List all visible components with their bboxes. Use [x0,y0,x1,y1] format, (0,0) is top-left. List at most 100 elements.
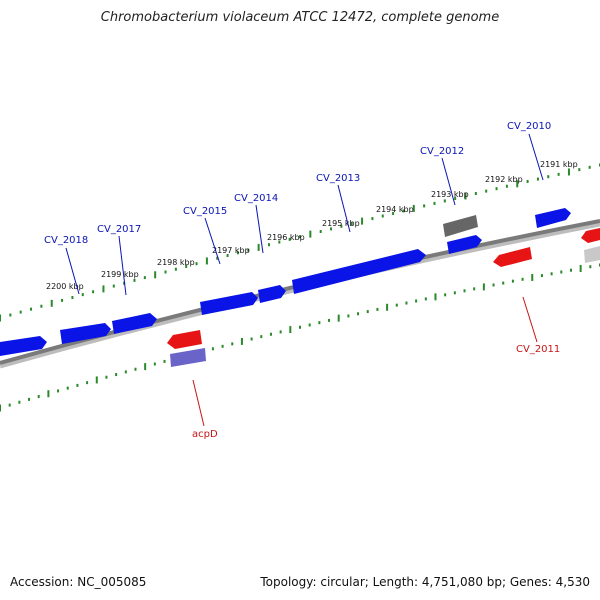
forward-track-minor-tick [578,168,581,172]
forward-track-minor-tick [495,187,498,191]
reverse-track-major-tick [95,376,98,384]
kbp-tick-label: 2197 kbp [212,246,250,255]
reverse-track-minor-tick [347,314,350,318]
forward-track-minor-tick [402,209,405,213]
reverse-track-minor-tick [260,335,263,339]
forward-track-minor-tick [226,253,229,257]
forward-gene-label[interactable]: CV_2013 [316,173,360,184]
gene-arrow-cv-2011[interactable] [493,247,532,267]
reverse-track-minor-tick [8,403,11,407]
forward-track-minor-tick [174,267,177,271]
gene-arrow-acpd-partner[interactable] [167,330,202,349]
reverse-track-minor-tick [415,299,418,303]
forward-leader-line [65,247,80,295]
reverse-track-minor-tick [279,330,282,334]
forward-leader-line [204,217,221,265]
reverse-track-major-tick [144,363,147,371]
gene-block-acpd[interactable] [170,348,206,367]
forward-track-major-tick [567,168,570,176]
reverse-track-major-tick [47,390,50,398]
reverse-track-minor-tick [318,321,321,325]
reverse-track-major-tick [240,337,243,345]
forward-track-minor-tick [112,284,115,288]
reverse-gene-label[interactable]: acpD [192,429,218,440]
gene-label-leaders [65,133,544,427]
kbp-tick-label: 2194 kbp [376,205,414,214]
gene-arrow-cv-2014[interactable] [258,285,286,303]
forward-track-minor-tick [216,256,219,260]
reverse-track-minor-tick [308,323,311,327]
reverse-track-major-tick [0,404,1,412]
forward-track-minor-tick [330,227,333,231]
gene-arrow-cv-2010[interactable] [535,208,571,228]
forward-track-minor-tick [71,296,74,300]
accession-label: Accession: NC_005085 [10,575,147,589]
forward-track-minor-tick [557,172,560,176]
forward-track-minor-tick [371,217,374,221]
forward-genes [0,208,571,356]
reverse-track-minor-tick [405,301,408,305]
reverse-track-minor-tick [521,277,524,281]
forward-track-minor-tick [288,237,291,241]
forward-track-minor-tick [536,177,539,181]
forward-track-minor-tick [381,214,384,218]
reverse-track-minor-tick [463,289,466,293]
forward-track-minor-tick [299,235,301,239]
forward-gene-label[interactable]: CV_2010 [507,121,551,132]
reverse-track-minor-tick [28,397,31,401]
forward-track-minor-tick [443,199,446,203]
reverse-leader-line [192,379,205,427]
gene-block-pseudo[interactable] [443,215,478,237]
reverse-track-minor-tick [250,337,253,341]
forward-gene-label[interactable]: CV_2014 [234,193,278,204]
reverse-track-major-tick [289,326,292,334]
forward-track-major-tick [464,192,467,200]
reverse-gene-label[interactable]: CV_2011 [516,344,560,355]
forward-track-minor-tick [485,189,488,193]
reverse-track-major-tick [337,314,340,322]
forward-gene-label[interactable]: CV_2015 [183,206,227,217]
forward-gene-label[interactable]: CV_2018 [44,235,88,246]
reverse-track-minor-tick [511,279,514,283]
kbp-tick-label: 2196 kbp [267,233,305,242]
gene-arrow-edge[interactable] [581,228,600,243]
forward-track-major-tick [309,230,312,238]
gene-arrow-cv-2017[interactable] [112,313,157,334]
forward-track-major-tick [154,271,157,279]
gene-arrow-cv-2012[interactable] [447,235,482,254]
forward-track-minor-tick [547,175,550,179]
kbp-tick-label: 2198 kbp [157,258,195,267]
forward-gene-label[interactable]: CV_2017 [97,224,141,235]
forward-track-minor-tick [433,201,436,205]
forward-track-minor-tick [392,211,395,215]
forward-track-major-tick [205,257,208,265]
reverse-track-minor-tick [18,400,21,404]
reverse-track-minor-tick [221,344,224,348]
gene-block-edge-gray[interactable] [584,246,600,263]
reverse-track-minor-tick [124,370,127,374]
reverse-track-minor-tick [211,347,214,351]
kbp-tick-label: 2199 kbp [101,270,139,279]
forward-track-minor-tick [474,192,477,196]
forward-track-minor-tick [195,262,198,266]
backbone-shadow [0,221,600,369]
forward-leader-line [441,157,456,206]
reverse-track-minor-tick [299,325,301,329]
gene-arrow-cv-2013[interactable] [292,249,426,294]
reverse-track-minor-tick [473,287,476,291]
reverse-track-minor-tick [231,342,234,346]
forward-gene-label[interactable]: CV_2012 [420,146,464,157]
gene-arrow-cv-2018[interactable] [60,323,111,344]
gene-arrow-cv-2015[interactable] [200,292,258,315]
forward-track-minor-tick [61,298,64,302]
reverse-track-major-tick [579,264,582,272]
reverse-track-minor-tick [357,312,360,316]
reverse-track-minor-tick [134,367,137,371]
kbp-tick-label: 2195 kbp [322,219,360,228]
reverse-track-minor-tick [76,383,79,387]
reverse-track-minor-tick [163,359,166,363]
kbp-tick-label: 2192 kbp [485,175,523,184]
forward-track-major-tick [102,285,105,293]
forward-track-minor-tick [588,165,591,169]
gene-arrow-cv-2019[interactable] [0,336,47,356]
